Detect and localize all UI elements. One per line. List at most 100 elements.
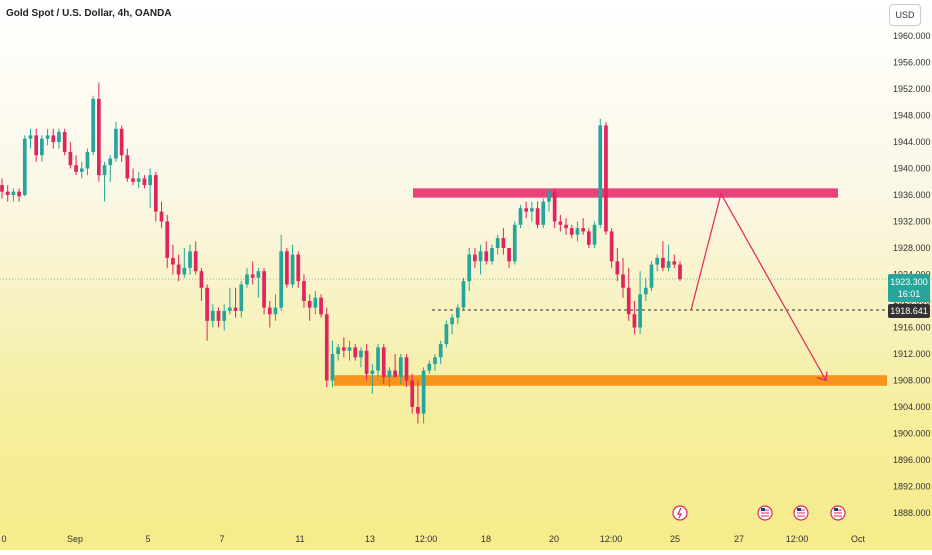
candle-body: [444, 324, 449, 345]
candle-body: [296, 254, 301, 282]
candle: [233, 287, 238, 318]
us-flag-event-icon[interactable]: [793, 505, 809, 521]
candle-body: [85, 151, 90, 169]
candle-body: [324, 314, 329, 381]
candle-body: [341, 347, 346, 351]
time-axis-label: 18: [481, 534, 491, 544]
candle: [581, 218, 585, 235]
price-tick-label: 1892.000: [893, 482, 931, 492]
candle-body: [427, 363, 432, 371]
candle-body: [558, 221, 563, 225]
candle-body: [649, 264, 654, 288]
countdown-timer: 16:01: [897, 289, 921, 299]
candle-body: [421, 370, 426, 414]
candle: [62, 128, 67, 156]
candle-body: [541, 201, 546, 225]
candle: [621, 257, 625, 298]
candle-body: [153, 175, 158, 212]
candle-body: [592, 224, 597, 245]
candle-body: [222, 310, 227, 321]
candle: [34, 128, 39, 162]
candle: [330, 340, 335, 388]
candle: [678, 261, 682, 282]
time-axis-label: 12:00: [600, 534, 623, 544]
candle-body: [256, 271, 261, 278]
candle: [245, 267, 249, 288]
candle-body: [507, 248, 511, 262]
candle: [632, 301, 637, 335]
candle: [507, 248, 511, 268]
time-axis-label: 5: [145, 534, 150, 544]
candle: [347, 340, 352, 361]
currency-button[interactable]: USD: [889, 4, 921, 26]
candle-body: [193, 251, 198, 272]
chart-area[interactable]: 0 Sep 5 7 11 13 12:00 18 20 12:00 25 27 12:00 Oct: [0, 0, 887, 550]
candle-body: [108, 158, 113, 166]
symbol-title[interactable]: Gold Spot / U.S. Dollar, 4h, OANDA: [6, 8, 172, 19]
candle-body: [5, 191, 10, 195]
candle-body: [188, 251, 192, 268]
candle-body: [655, 257, 660, 265]
us-flag-event-icon[interactable]: [830, 505, 846, 521]
candle-body: [28, 135, 33, 139]
candle-body: [97, 98, 101, 176]
candle-body: [353, 347, 358, 358]
us-flag-event-icon[interactable]: [757, 505, 773, 521]
candle-body: [0, 185, 4, 192]
candle-body: [575, 228, 580, 235]
candle-body: [661, 257, 665, 268]
candle: [364, 344, 369, 381]
candle-body: [250, 274, 255, 278]
candle: [216, 307, 221, 328]
flag-canton: [761, 508, 765, 511]
time-axis-label: 12:00: [786, 534, 809, 544]
candle: [655, 254, 660, 272]
candle-body: [535, 208, 540, 225]
current-price-tag: 1923.300 16:01: [888, 274, 930, 302]
candle: [541, 198, 546, 229]
candle-body: [381, 347, 386, 378]
candle-body: [376, 347, 380, 371]
price-tick-label: 1936.000: [893, 190, 931, 200]
candle-body: [313, 297, 318, 308]
candle: [381, 344, 386, 384]
candle: [376, 344, 380, 378]
candle-body: [34, 135, 39, 156]
candle: [188, 244, 192, 275]
price-tick-label: 1956.000: [893, 58, 931, 68]
candle: [159, 201, 164, 229]
candle: [57, 128, 61, 149]
candle-body: [581, 228, 585, 232]
candle-body: [51, 135, 56, 142]
candle-body: [632, 314, 637, 328]
candle: [273, 294, 278, 321]
candle: [575, 221, 580, 242]
candle: [193, 241, 198, 275]
candle: [467, 248, 472, 292]
candle: [604, 122, 608, 235]
candle: [102, 161, 107, 202]
candle-body: [45, 135, 50, 139]
candle-body: [279, 251, 284, 308]
candle: [638, 271, 642, 335]
candle: [609, 228, 614, 268]
candle-body: [290, 254, 295, 285]
candle: [182, 248, 187, 278]
candle: [79, 161, 84, 179]
candle: [547, 188, 551, 212]
candle: [91, 95, 96, 156]
price-tick-label: 1932.000: [893, 217, 931, 227]
candle-body: [159, 211, 164, 222]
candle: [313, 291, 318, 315]
arrow-head: [816, 371, 828, 382]
time-axis-label: 25: [670, 534, 680, 544]
candle: [341, 337, 346, 358]
candle: [17, 188, 21, 202]
candle-body: [142, 178, 147, 186]
candle: [136, 171, 141, 189]
lightning-event-icon[interactable]: [672, 505, 688, 521]
price-tick-label: 1904.000: [893, 402, 931, 412]
candle-body: [125, 155, 130, 179]
candle: [501, 228, 506, 255]
candlestick-chart[interactable]: 0 Sep 5 7 11 13 12:00 18 20 12:00 25 27 12:00 Oct: [0, 0, 887, 550]
